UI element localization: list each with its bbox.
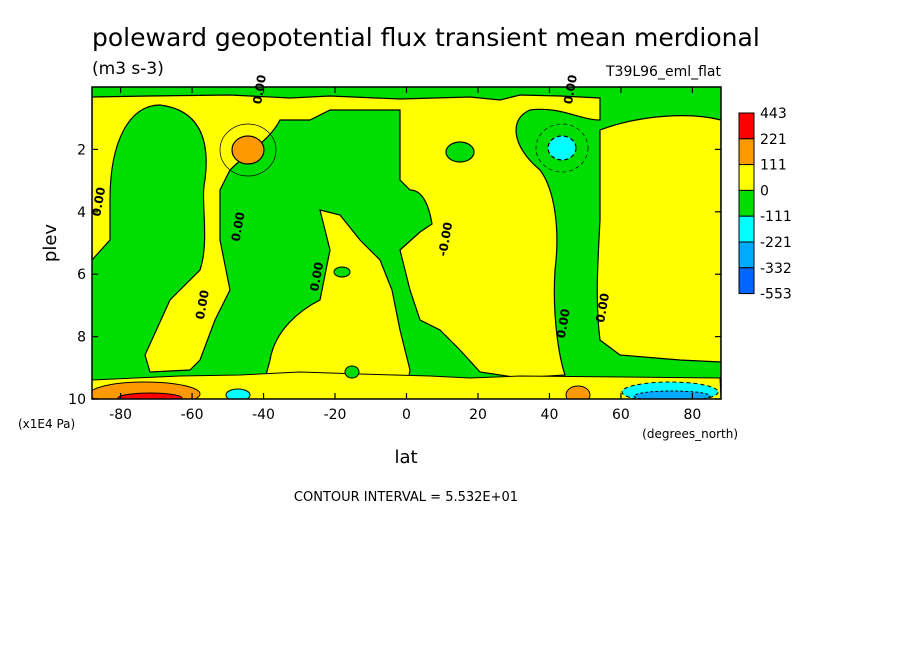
x-tick-label-0: -80: [109, 407, 132, 423]
green-patch-1: [445, 141, 475, 163]
positive-region: [92, 94, 601, 379]
legend-label-0: 443: [760, 106, 787, 122]
green-patch-3: [344, 365, 360, 379]
y-tick-label-0: 2: [77, 142, 86, 158]
blue-blob-surface-north: [633, 390, 711, 399]
contour-ring-1: [219, 123, 277, 177]
y-tick-label-1: 4: [77, 205, 86, 221]
x-tick-label-1: -60: [181, 407, 204, 423]
legend-box-4: [738, 215, 755, 243]
contour-label-7: 0.00: [554, 308, 573, 340]
legend-label-4: -111: [760, 209, 792, 225]
positive-column: [261, 209, 411, 399]
chart-units: (m3 s-3): [92, 59, 164, 79]
contour-label-8: 0.00: [593, 292, 612, 324]
y-axis-label: plev: [40, 224, 61, 263]
orange-blob-surface-north: [565, 385, 591, 399]
x-tick-label-8: 80: [683, 407, 701, 423]
legend-label-1: 221: [760, 132, 787, 148]
green-patch-2: [333, 266, 351, 278]
x-axis-ticks: -80 -60 -40 -20 0 20 40 60 80: [109, 87, 701, 423]
contour-label-1: 0.00: [193, 289, 212, 321]
y-tick-label-4: 10: [68, 392, 86, 408]
x-tick-label-7: 60: [612, 407, 630, 423]
contour-label-4: -0.00: [436, 221, 456, 257]
x-tick-label-4: 0: [402, 407, 411, 423]
contour-ring-2: [535, 123, 589, 173]
contour-fill: [92, 87, 721, 399]
chart-title: poleward geopotential flux transient mea…: [92, 23, 760, 52]
contour-label-2: 0.00: [229, 211, 248, 243]
cyan-blob-surface-south: [225, 388, 251, 399]
x-tick-label-5: 20: [469, 407, 487, 423]
legend-box-6: [738, 267, 755, 295]
contour-interval: CONTOUR INTERVAL = 5.532E+01: [294, 490, 518, 505]
legend-box-0: [738, 112, 755, 140]
legend-label-3: 0: [760, 183, 769, 199]
positive-east: [596, 115, 721, 363]
run-id: T39L96_eml_flat: [605, 64, 722, 80]
legend-label-6: -332: [760, 261, 792, 277]
legend-box-5: [738, 241, 755, 269]
red-blob-surface-south: [117, 392, 183, 399]
y-axis-units: (x1E4 Pa): [18, 417, 75, 431]
x-tick-label-3: -20: [324, 407, 347, 423]
x-tick-label-2: -40: [252, 407, 275, 423]
color-legend: 443 221 111 0 -111 -221 -332 -553: [738, 106, 792, 303]
x-axis-units: (degrees_north): [642, 427, 738, 441]
y-tick-label-2: 6: [77, 267, 86, 283]
y-tick-label-3: 8: [77, 330, 86, 346]
legend-label-2: 111: [760, 158, 787, 174]
contour-label-5: 0.00: [250, 74, 269, 106]
legend-box-1: [738, 138, 755, 166]
legend-label-7: -553: [760, 287, 792, 303]
orange-blob-south: [231, 135, 265, 165]
cyan-blob-north: [547, 135, 577, 161]
legend-label-5: -221: [760, 235, 792, 251]
y-axis-ticks: 2 4 6 8 10: [68, 142, 721, 408]
contour-label-3: 0.00: [307, 261, 326, 293]
legend-box-3: [738, 189, 755, 217]
legend-box-2: [738, 164, 755, 191]
x-tick-label-6: 40: [541, 407, 559, 423]
contour-label-6: 0.00: [561, 74, 580, 106]
contour-label-0: 0.00: [89, 186, 108, 218]
contour-labels: 0.00 0.00 0.00 0.00 -0.00 0.00 0.00 0.00 0.00: [89, 74, 612, 340]
x-axis-label: lat: [394, 447, 417, 468]
